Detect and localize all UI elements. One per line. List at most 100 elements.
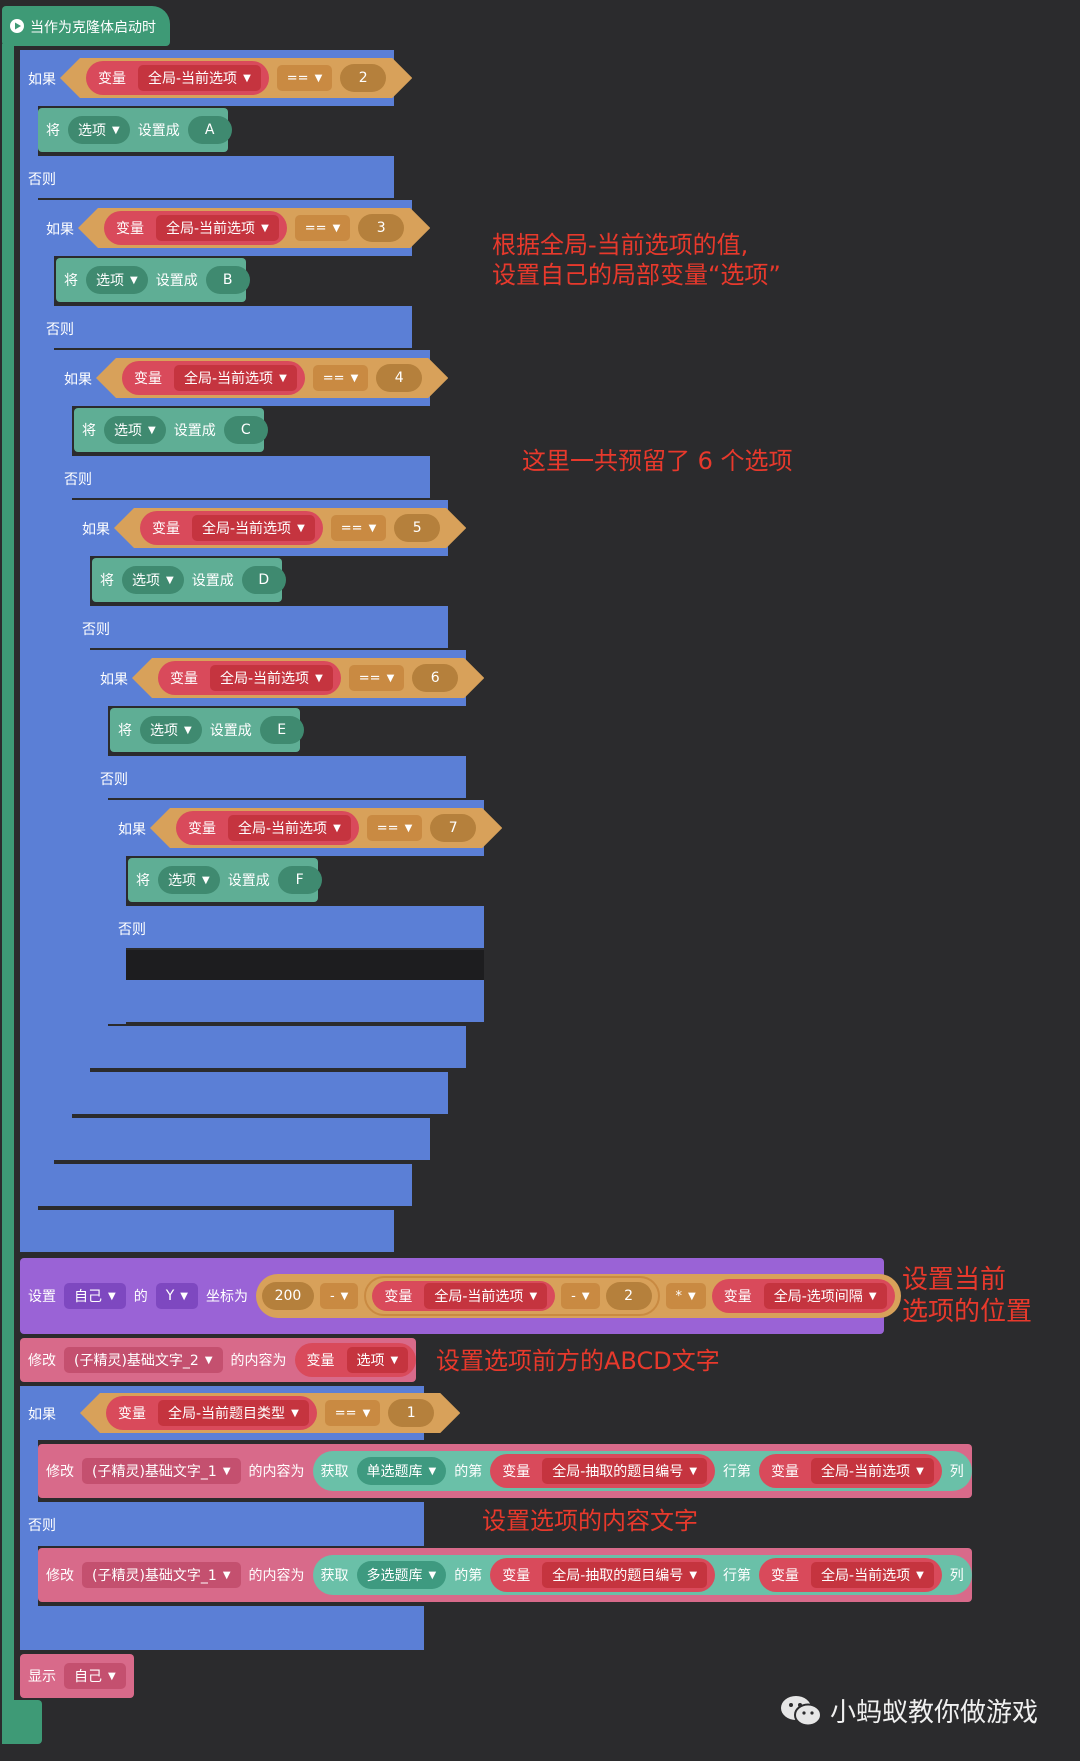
variable-reporter[interactable]: 变量 全局-当前选项 ▼ [759,1454,942,1488]
compare-expression[interactable]: 变量 全局-当前题目类型 ▼ == ▼ 1 [80,1393,460,1433]
op-dropdown[interactable]: == ▼ [331,515,387,541]
target-dropdown[interactable]: 自己 ▼ [64,1283,126,1309]
variable-reporter[interactable]: 变量 全局-当前选项 ▼ [122,361,305,395]
compare-expression[interactable]: 变量 全局-当前选项 ▼ == ▼ 7 [150,808,502,848]
compare-value[interactable]: 5 [394,514,440,542]
compare-value[interactable]: 6 [412,664,458,692]
set-value[interactable]: F [277,866,322,894]
variable-reporter[interactable]: 变量 全局-选项间隔 ▼ [711,1279,895,1313]
subtract-expression[interactable]: 200 - ▼ 变量 全局-当前选项 ▼ - ▼ 2 * ▼ 变量 全局-选项间隔 ▼ [255,1274,901,1318]
variable-reporter[interactable]: 变量 全局-抽取的题目编号 ▼ [490,1454,716,1488]
target-dropdown[interactable]: 自己 ▼ [64,1663,126,1689]
sprite-dropdown[interactable]: (子精灵)基础文字_1 ▼ [82,1562,241,1588]
modify-single-block[interactable]: 修改 (子精灵)基础文字_1 ▼ 的内容为 获取 单选题库 ▼ 的第 变量 全局-抽… [38,1444,972,1498]
variable-dropdown[interactable]: 全局-当前选项 ▼ [811,1458,934,1484]
op-dropdown[interactable]: == ▼ [349,665,405,691]
local-var-dropdown[interactable]: 选项 ▼ [104,416,166,444]
variable-reporter[interactable]: 变量 全局-当前选项 ▼ [759,1558,942,1592]
local-var-dropdown[interactable]: 选项 ▼ [140,716,202,744]
compare-value[interactable]: 4 [376,364,422,392]
variable-dropdown[interactable]: 全局-抽取的题目编号 ▼ [542,1458,708,1484]
compare-expression[interactable]: 变量 全局-当前选项 ▼ == ▼ 5 [114,508,466,548]
compare-expression[interactable]: 变量 全局-当前选项 ▼ == ▼ 6 [132,658,484,698]
if-block-4[interactable]: 如果 变量 全局-当前选项 ▼ == ▼ 5 [74,500,448,556]
variable-dropdown[interactable]: 全局-当前选项 ▼ [424,1283,548,1309]
variable-dropdown[interactable]: 选项 ▼ [346,1347,409,1373]
local-var-dropdown[interactable]: 选项 ▼ [68,116,130,144]
variable-dropdown[interactable]: 全局-当前选项 ▼ [138,65,261,91]
base-value[interactable]: 200 [261,1282,314,1310]
set-option-block-1[interactable]: 将 选项 ▼ 设置成 A [38,108,232,152]
variable-dropdown[interactable]: 全局-当前题目类型 ▼ [158,1400,309,1426]
op-dropdown[interactable]: == ▼ [367,815,423,841]
op-dropdown[interactable]: == ▼ [313,365,369,391]
if-block-5[interactable]: 如果 变量 全局-当前选项 ▼ == ▼ 6 [92,650,466,706]
local-var-dropdown[interactable]: 选项 ▼ [158,866,220,894]
triangle-down-icon: ▼ [279,372,287,384]
modify-multi-block[interactable]: 修改 (子精灵)基础文字_1 ▼ 的内容为 获取 多选题库 ▼ 的第 变量 全局-抽… [38,1548,972,1602]
compare-value[interactable]: 3 [358,214,404,242]
get-list-item-reporter[interactable]: 获取 单选题库 ▼ 的第 变量 全局-抽取的题目编号 ▼ 行第 变量 全局-当前选项… [312,1451,972,1491]
list-dropdown[interactable]: 多选题库 ▼ [356,1561,447,1589]
op-dropdown[interactable]: == ▼ [295,215,351,241]
op-dropdown[interactable]: == ▼ [325,1400,381,1426]
set-option-block-6[interactable]: 将 选项 ▼ 设置成 F [128,858,322,902]
variable-reporter[interactable]: 变量 全局-当前选项 ▼ [372,1281,556,1311]
variable-dropdown[interactable]: 全局-当前选项 ▼ [192,515,315,541]
set-option-block-4[interactable]: 将 选项 ▼ 设置成 D [92,558,286,602]
compare-value[interactable]: 1 [388,1399,434,1427]
variable-reporter[interactable]: 变量 全局-当前选项 ▼ [176,811,359,845]
set-option-block-5[interactable]: 将 选项 ▼ 设置成 E [110,708,304,752]
if-block-6[interactable]: 如果 变量 全局-当前选项 ▼ == ▼ 7 [110,800,484,856]
variable-dropdown[interactable]: 全局-选项间隔 ▼ [763,1283,887,1309]
compare-expression[interactable]: 变量 全局-当前选项 ▼ == ▼ 2 [60,58,412,98]
if-block-1[interactable]: 如果 变量 全局-当前选项 ▼ == ▼ 2 [20,50,394,106]
variable-dropdown[interactable]: 全局-当前选项 ▼ [210,665,333,691]
compare-expression[interactable]: 变量 全局-当前选项 ▼ == ▼ 4 [96,358,448,398]
list-dropdown[interactable]: 单选题库 ▼ [356,1457,447,1485]
modify-abcd-text-block[interactable]: 修改 (子精灵)基础文字_2 ▼ 的内容为 变量 选项 ▼ [20,1338,417,1382]
get-list-item-reporter[interactable]: 获取 多选题库 ▼ 的第 变量 全局-抽取的题目编号 ▼ 行第 变量 全局-当前选项… [312,1555,972,1595]
variable-reporter[interactable]: 变量 全局-当前选项 ▼ [158,661,341,695]
local-var-dropdown[interactable]: 选项 ▼ [86,266,148,294]
variable-reporter[interactable]: 变量 全局-当前选项 ▼ [140,511,323,545]
if-type-block[interactable]: 如果 变量 全局-当前题目类型 ▼ == ▼ 1 [20,1386,424,1440]
set-option-block-2[interactable]: 将 选项 ▼ 设置成 B [56,258,250,302]
compare-value[interactable]: 7 [430,814,476,842]
variable-dropdown[interactable]: 全局-当前选项 ▼ [228,815,351,841]
variable-reporter[interactable]: 变量 全局-当前选项 ▼ [86,61,269,95]
compare-value[interactable]: 2 [340,64,386,92]
set-value[interactable]: E [259,716,304,744]
hat-block-when-clone-starts[interactable]: 当作为克隆体启动时 [2,6,170,46]
variable-reporter[interactable]: 变量 选项 ▼ [294,1343,417,1377]
triangle-down-icon: ▼ [180,1290,188,1302]
local-var-dropdown[interactable]: 选项 ▼ [122,566,184,594]
multiply-expression[interactable]: 变量 全局-当前选项 ▼ - ▼ 2 [364,1276,660,1316]
variable-dropdown[interactable]: 全局-当前选项 ▼ [156,215,279,241]
variable-dropdown[interactable]: 全局-当前选项 ▼ [811,1562,934,1588]
empty-else-slot[interactable] [126,950,484,980]
set-value[interactable]: C [223,416,268,444]
op-dropdown[interactable]: - ▼ [319,1283,359,1309]
set-y-position-block[interactable]: 设置 自己 ▼ 的 Y ▼ 坐标为 200 - ▼ 变量 全局-当前选项 ▼ - ▼ 2 … [20,1258,901,1334]
variable-reporter[interactable]: 变量 全局-当前题目类型 ▼ [106,1396,317,1430]
set-value[interactable]: D [241,566,286,594]
op-dropdown[interactable]: == ▼ [277,65,333,91]
op-dropdown[interactable]: - ▼ [561,1283,600,1309]
num-value[interactable]: 2 [605,1282,652,1310]
set-value[interactable]: A [187,116,232,144]
if-block-3[interactable]: 如果 变量 全局-当前选项 ▼ == ▼ 4 [56,350,430,406]
variable-reporter[interactable]: 变量 全局-当前选项 ▼ [104,211,287,245]
sprite-dropdown[interactable]: (子精灵)基础文字_1 ▼ [82,1458,241,1484]
variable-dropdown[interactable]: 全局-抽取的题目编号 ▼ [542,1562,708,1588]
variable-dropdown[interactable]: 全局-当前选项 ▼ [174,365,297,391]
set-value[interactable]: B [205,266,250,294]
sprite-dropdown[interactable]: (子精灵)基础文字_2 ▼ [64,1347,223,1373]
op-dropdown[interactable]: * ▼ [665,1283,706,1309]
compare-expression[interactable]: 变量 全局-当前选项 ▼ == ▼ 3 [78,208,430,248]
axis-dropdown[interactable]: Y ▼ [155,1283,198,1309]
set-option-block-3[interactable]: 将 选项 ▼ 设置成 C [74,408,268,452]
variable-reporter[interactable]: 变量 全局-抽取的题目编号 ▼ [490,1558,716,1592]
if-block-2[interactable]: 如果 变量 全局-当前选项 ▼ == ▼ 3 [38,200,412,256]
show-block[interactable]: 显示 自己 ▼ [20,1654,134,1698]
